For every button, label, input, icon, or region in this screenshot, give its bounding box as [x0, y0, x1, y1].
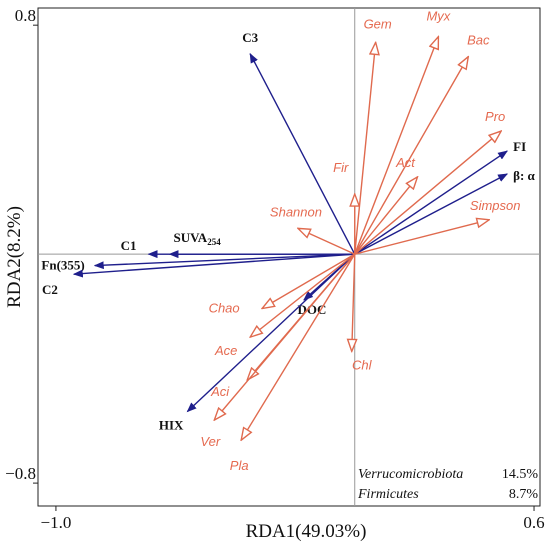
env-vector-fi — [354, 150, 508, 255]
species-vectors: Gem Myx Bac Pro Act Simpson Fir Shannon Chao Ace C… — [200, 9, 520, 474]
species-label-chl: Chl — [352, 357, 373, 372]
species-vector-act — [354, 177, 418, 255]
y-tick-label-0: 0.8 — [15, 6, 36, 25]
species-label-aci: Aci — [210, 384, 230, 399]
species-vector-chao — [262, 253, 356, 308]
env-vector-c2 — [72, 253, 355, 278]
x-axis-title: RDA1(49.03%) — [246, 521, 367, 542]
species-label-pla: Pla — [230, 458, 249, 473]
env-vector-c3 — [249, 52, 356, 255]
species-label-ace: Ace — [214, 343, 237, 358]
species-vector-chl — [352, 254, 355, 351]
species-label-fir: Fir — [333, 160, 349, 175]
variance-annotation: Verrucomicrobiota 14.5% Firmicutes 8.7% — [357, 467, 538, 502]
annotation-value-2: 8.7% — [509, 487, 539, 502]
env-vector-env-2 — [354, 173, 509, 255]
env-label-fi: FI — [513, 139, 526, 154]
env-label-env-2: β: α — [513, 168, 535, 183]
species-vector-shannon — [298, 228, 356, 255]
x-tick-label-1: 0.6 — [523, 513, 544, 532]
annotation-taxon-2: Firmicutes — [357, 487, 419, 502]
species-label-shannon: Shannon — [270, 204, 322, 219]
env-label-c3: C3 — [242, 30, 258, 45]
species-label-myx: Myx — [426, 9, 450, 24]
species-label-ver: Ver — [200, 434, 220, 449]
env-label-c2: C2 — [42, 282, 58, 297]
species-vector-myx — [354, 37, 439, 255]
species-label-simpson: Simpson — [470, 198, 521, 213]
species-vector-ver — [214, 253, 356, 420]
species-label-gem: Gem — [364, 16, 392, 31]
x-tick-label-0: −1.0 — [41, 513, 72, 532]
annotation-value-1: 14.5% — [502, 467, 539, 482]
annotation-taxon-1: Verrucomicrobiota — [358, 467, 463, 482]
species-vector-pla — [241, 253, 356, 440]
env-label-suva254: SUVA254 — [173, 230, 221, 247]
species-vector-ace — [250, 253, 356, 337]
species-vector-simpson — [354, 220, 489, 255]
species-label-act: Act — [395, 155, 416, 170]
species-label-pro: Pro — [485, 109, 505, 124]
env-label-hix: HIX — [159, 418, 184, 433]
y-tick-label-1: −0.8 — [5, 464, 36, 483]
env-vector-hix — [186, 253, 356, 413]
env-vector-fn-355 — [93, 253, 355, 270]
y-axis-title: RDA2(8.2%) — [4, 206, 25, 308]
axis-ticks: −1.0 0.6 0.8 −0.8 — [5, 6, 544, 532]
species-vector-bac — [354, 57, 469, 255]
species-label-bac: Bac — [467, 33, 490, 48]
species-label-chao: Chao — [209, 301, 240, 316]
species-vector-pro — [354, 131, 501, 255]
species-vector-gem — [354, 42, 376, 255]
env-label-fn-355: Fn(355) — [41, 258, 84, 273]
plot-frame — [37, 7, 541, 507]
env-label-c1: C1 — [121, 238, 137, 253]
